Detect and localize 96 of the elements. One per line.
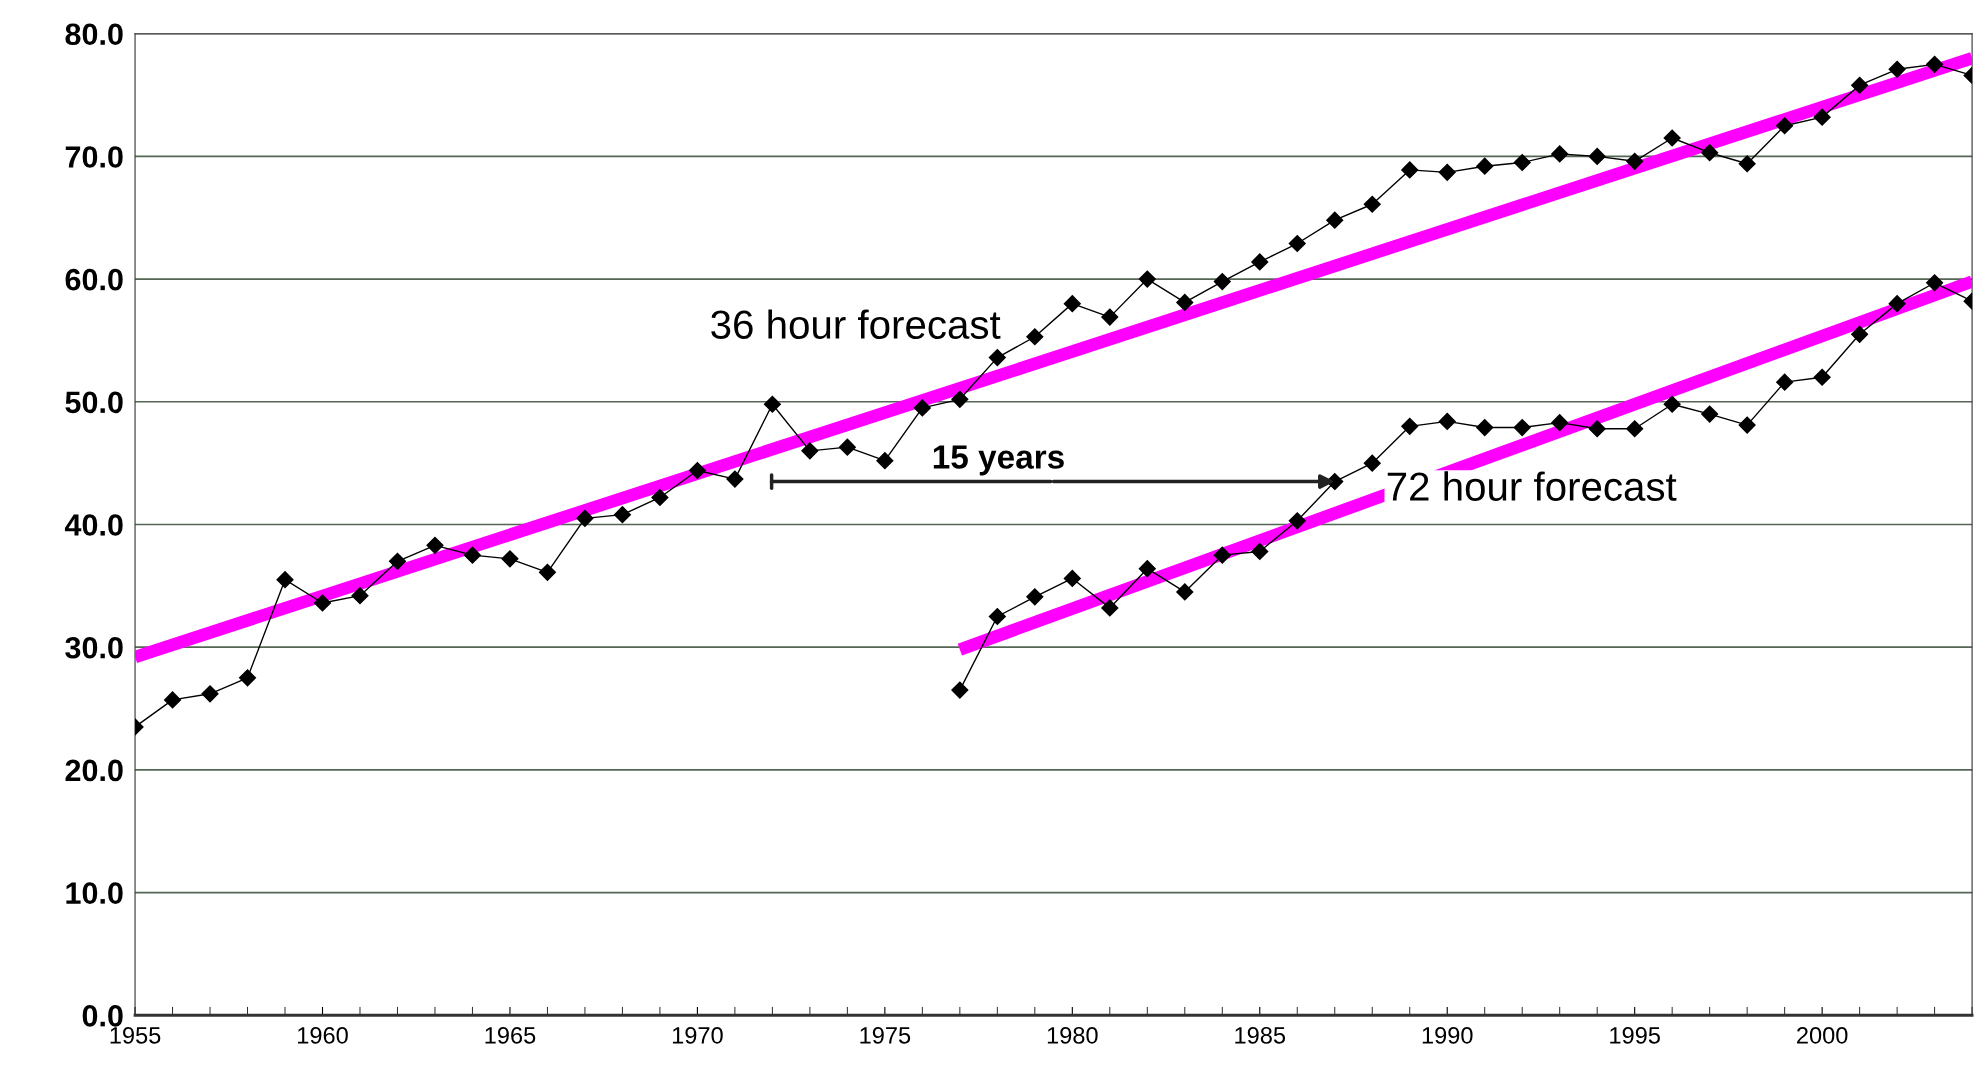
point <box>1588 420 1606 438</box>
point <box>1663 395 1681 413</box>
y-tick-label: 30.0 <box>65 636 123 659</box>
point <box>1101 599 1119 617</box>
point <box>276 571 294 589</box>
point <box>1888 60 1906 78</box>
point <box>576 509 594 527</box>
point <box>838 438 856 456</box>
point <box>1851 325 1869 343</box>
y-tick-label: 0.0 <box>82 1004 123 1027</box>
point <box>1926 55 1944 73</box>
point <box>1551 145 1569 163</box>
y-tick-label: 20.0 <box>65 759 123 782</box>
point <box>1851 76 1869 94</box>
x-tick-label: 1995 <box>1610 1026 1660 1044</box>
point <box>463 546 482 564</box>
point <box>1251 542 1269 561</box>
point <box>988 349 1006 367</box>
point <box>1138 560 1156 578</box>
annotation: 15 years <box>933 445 1064 476</box>
point <box>876 452 894 470</box>
point <box>1138 270 1156 288</box>
y-tick-label: 60.0 <box>65 268 123 291</box>
point <box>1701 144 1719 162</box>
x-tick-label: 1985 <box>1235 1026 1286 1044</box>
point <box>913 399 931 417</box>
point <box>1176 583 1194 601</box>
point <box>1813 108 1831 126</box>
point <box>1663 129 1681 147</box>
point <box>1513 153 1531 172</box>
x-tick-label: 1975 <box>860 1026 911 1044</box>
annotation: 36 hour forecast <box>711 309 1001 339</box>
point <box>351 587 369 605</box>
point <box>1701 405 1719 423</box>
point <box>1738 416 1756 434</box>
point <box>538 563 556 581</box>
point <box>388 552 407 570</box>
point <box>1363 454 1381 472</box>
x-tick-label: 1955 <box>110 1026 161 1044</box>
point <box>1213 546 1231 564</box>
point <box>201 685 219 703</box>
point <box>1326 211 1344 229</box>
annotation: 72 hour forecast <box>1387 471 1677 501</box>
point <box>1026 328 1044 346</box>
point <box>1213 272 1231 291</box>
point <box>1288 234 1306 253</box>
point <box>1476 157 1494 175</box>
point <box>688 461 706 480</box>
point <box>426 536 444 554</box>
point <box>1401 161 1419 179</box>
y-tick-label: 80.0 <box>65 23 123 46</box>
point <box>1926 274 1944 292</box>
point <box>501 550 519 568</box>
point <box>1588 147 1606 165</box>
point <box>1063 295 1081 313</box>
point <box>951 390 969 408</box>
y-tick-label: 50.0 <box>65 391 123 414</box>
x-tick-label: 1990 <box>1422 1026 1473 1044</box>
point <box>1776 117 1794 135</box>
point <box>1438 163 1456 181</box>
point <box>313 594 332 612</box>
x-tick-label: 1980 <box>1047 1026 1098 1044</box>
point <box>726 470 744 488</box>
point <box>1476 418 1494 437</box>
point <box>1776 373 1794 391</box>
point <box>1888 295 1906 313</box>
point <box>1551 414 1569 432</box>
y-tick-label: 10.0 <box>66 882 123 904</box>
point <box>1251 253 1269 271</box>
point <box>163 691 182 709</box>
point <box>1288 512 1306 530</box>
point <box>1401 417 1419 435</box>
point <box>1626 152 1644 170</box>
point <box>1438 412 1456 430</box>
y-tick-label: 70.0 <box>65 146 123 168</box>
point <box>763 395 781 413</box>
x-tick-label: 2000 <box>1797 1026 1848 1044</box>
point <box>238 669 257 687</box>
point <box>1026 588 1044 606</box>
point <box>1363 195 1381 213</box>
x-tick-label: 1970 <box>672 1026 723 1044</box>
point <box>1738 155 1756 173</box>
point <box>1513 418 1531 437</box>
point <box>951 681 969 699</box>
point <box>1101 308 1119 326</box>
point <box>801 442 819 460</box>
point <box>1063 569 1081 588</box>
x-tick-label: 1965 <box>485 1026 536 1044</box>
point <box>988 607 1006 626</box>
x-tick-label: 1960 <box>298 1026 348 1044</box>
point <box>1176 293 1194 311</box>
point <box>613 506 631 524</box>
point <box>1813 368 1831 386</box>
point <box>651 488 669 507</box>
point <box>1626 420 1644 438</box>
y-tick-label: 40.0 <box>64 514 123 536</box>
